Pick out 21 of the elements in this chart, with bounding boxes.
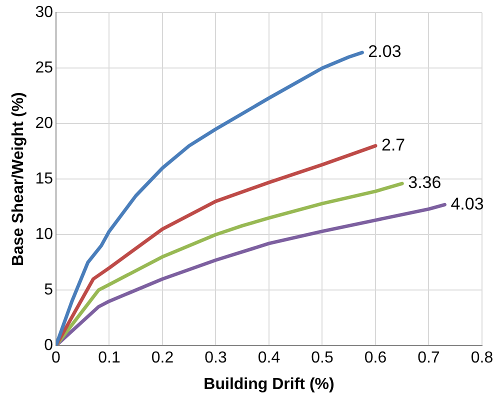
x-axis-title: Building Drift (%) xyxy=(204,376,334,393)
annotation: 2.03 xyxy=(368,42,402,62)
x-tick-label: 0.2 xyxy=(151,350,174,367)
y-tick-label: 5 xyxy=(44,282,54,299)
y-tick-label: 30 xyxy=(35,4,54,22)
x-tick-label: 0.7 xyxy=(418,350,440,367)
y-axis-title: Base Shear/Weight (%) xyxy=(10,92,28,266)
x-tick-label: 0.5 xyxy=(311,350,334,367)
x-tick-label: 0.6 xyxy=(364,350,387,367)
x-tick-label: 0.1 xyxy=(98,350,120,367)
x-tick-label: 0.4 xyxy=(258,350,280,367)
annotation: 4.03 xyxy=(450,194,484,214)
x-tick-label: 0.3 xyxy=(204,350,227,367)
y-tick-label: 0 xyxy=(44,337,54,354)
y-tick-label: 20 xyxy=(35,115,54,132)
y-tick-label: 15 xyxy=(35,170,54,188)
annotation: 3.36 xyxy=(408,173,442,192)
annotation: 2.7 xyxy=(382,135,406,154)
y-tick-label: 10 xyxy=(35,226,54,244)
x-tick-label: 0.8 xyxy=(470,350,494,367)
y-tick-label: 25 xyxy=(35,60,54,77)
